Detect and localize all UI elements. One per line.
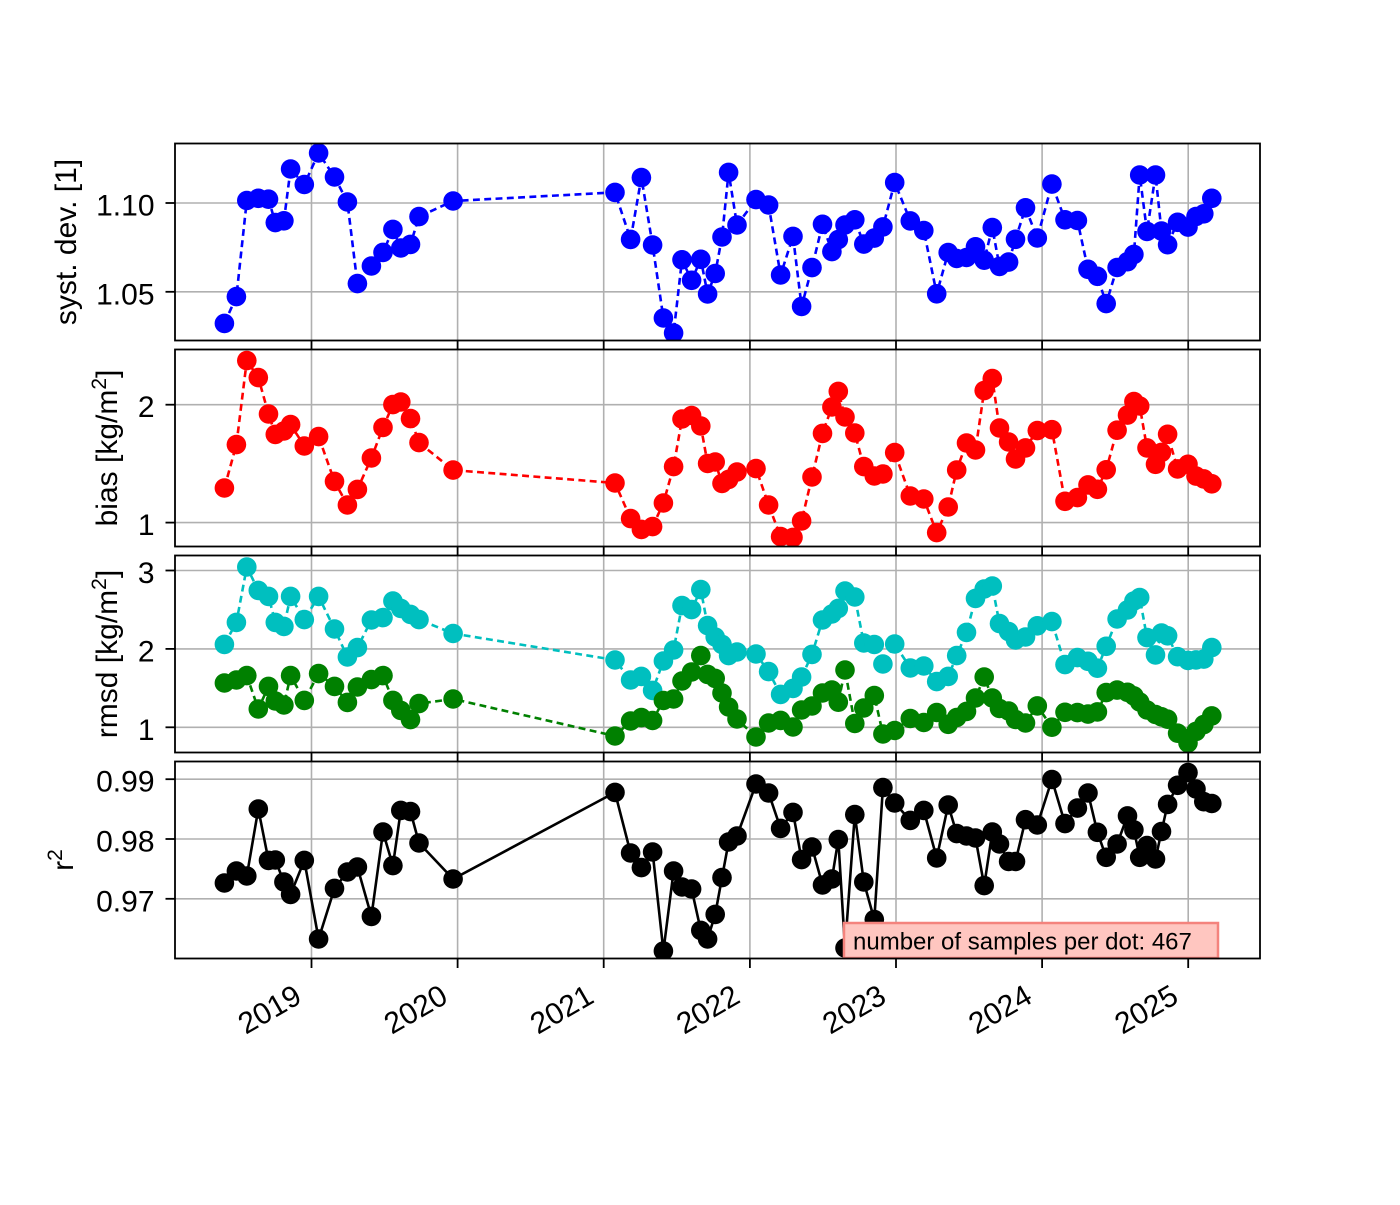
svg-text:bias [kg/m2​]: bias [kg/m2​] bbox=[88, 370, 124, 527]
svg-text:0.97: 0.97 bbox=[96, 885, 154, 918]
svg-text:1: 1 bbox=[138, 509, 155, 542]
svg-text:1: 1 bbox=[138, 714, 155, 747]
svg-text:2: 2 bbox=[138, 391, 155, 424]
svg-text:number of samples per dot: 467: number of samples per dot: 467 bbox=[853, 929, 1192, 956]
svg-text:0.99: 0.99 bbox=[96, 766, 154, 799]
svg-text:syst. dev. [1]: syst. dev. [1] bbox=[50, 159, 83, 325]
svg-text:r2​: r2​ bbox=[44, 849, 80, 871]
svg-text:3: 3 bbox=[138, 557, 155, 590]
svg-text:rmsd [kg/m2​]: rmsd [kg/m2​] bbox=[88, 570, 124, 738]
svg-text:1.05: 1.05 bbox=[96, 278, 154, 311]
svg-text:2: 2 bbox=[138, 635, 155, 668]
svg-text:0.98: 0.98 bbox=[96, 826, 154, 859]
svg-text:1.10: 1.10 bbox=[96, 190, 154, 223]
